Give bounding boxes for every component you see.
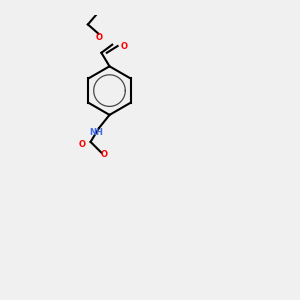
Text: O: O: [95, 33, 102, 42]
Text: O: O: [120, 41, 127, 50]
Text: O: O: [100, 150, 108, 158]
Text: O: O: [78, 140, 85, 149]
Text: NH: NH: [89, 128, 103, 137]
